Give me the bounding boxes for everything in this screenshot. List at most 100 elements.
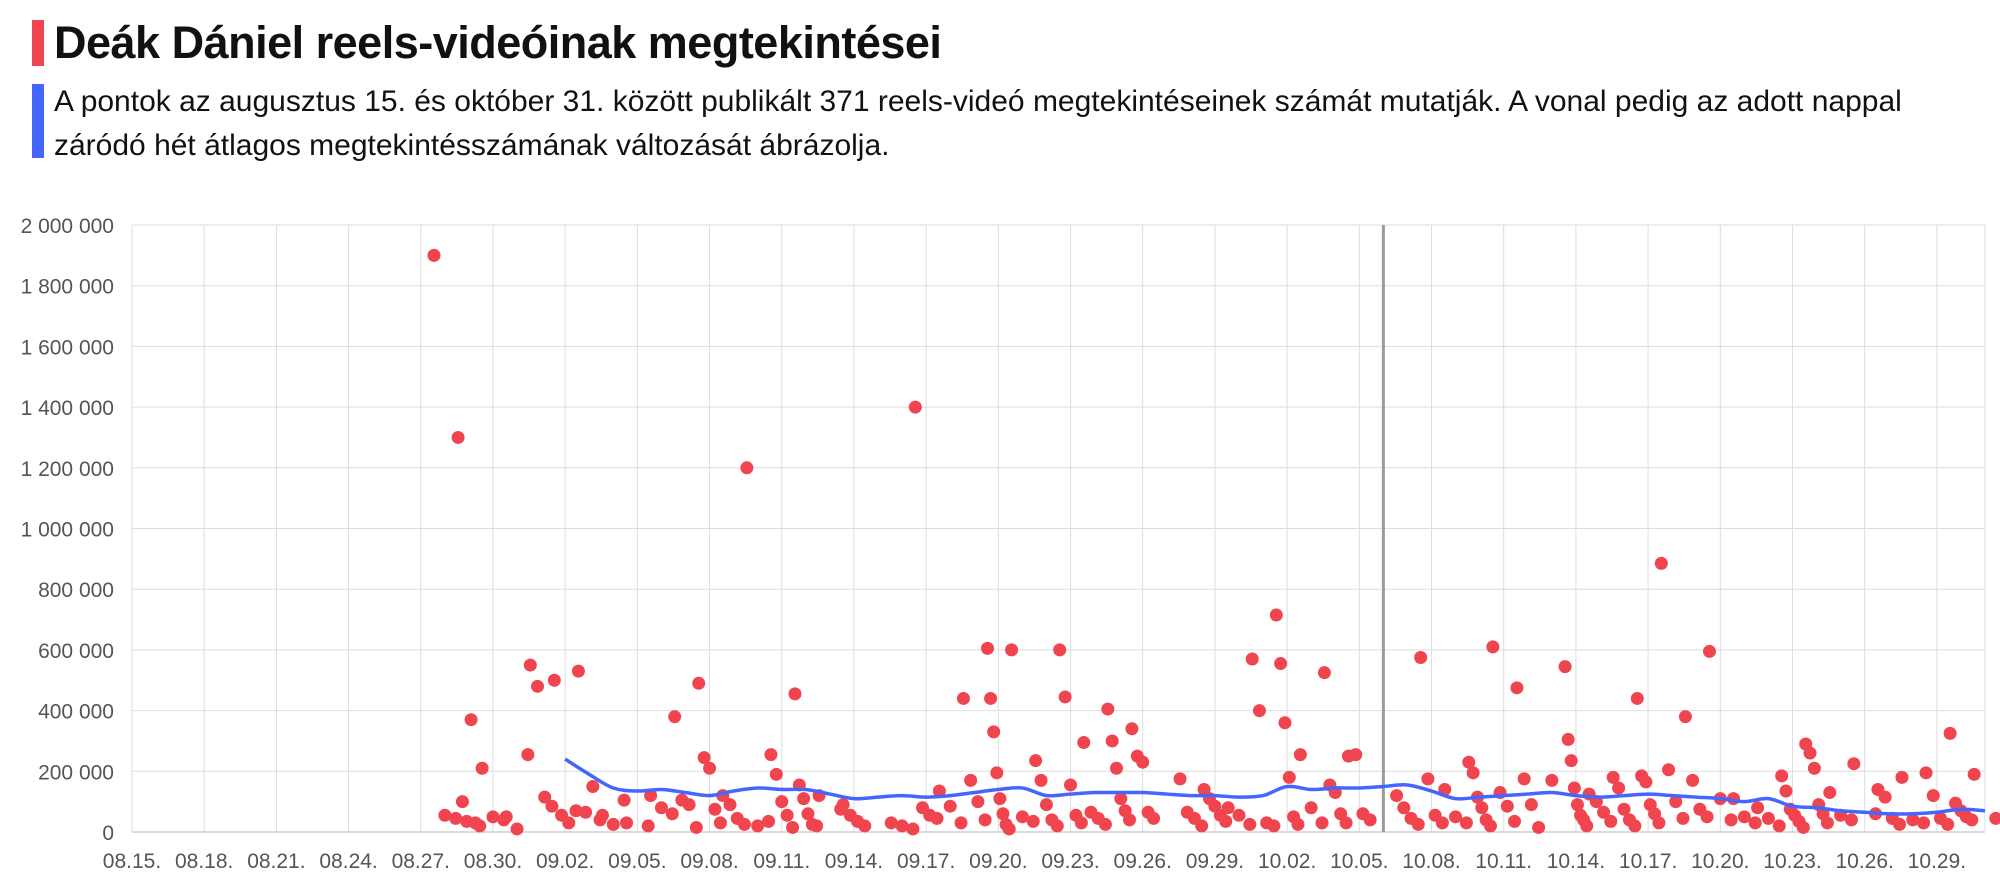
data-point bbox=[1652, 816, 1666, 830]
x-tick-label: 10.20. bbox=[1691, 850, 1749, 873]
data-point bbox=[769, 767, 783, 781]
data-point bbox=[1676, 811, 1690, 825]
data-point bbox=[723, 798, 737, 812]
data-point bbox=[1517, 772, 1531, 786]
data-point bbox=[956, 691, 970, 705]
x-tick-label: 09.02. bbox=[536, 850, 594, 873]
data-point bbox=[996, 807, 1010, 821]
data-point bbox=[1475, 801, 1489, 815]
y-tick-label: 800 000 bbox=[38, 579, 114, 602]
data-point bbox=[1039, 798, 1053, 812]
x-tick-label: 09.29. bbox=[1186, 850, 1244, 873]
data-point bbox=[1748, 816, 1762, 830]
data-point bbox=[1274, 657, 1288, 671]
data-point bbox=[1064, 778, 1078, 792]
data-point bbox=[1669, 795, 1683, 809]
x-tick-label: 08.27. bbox=[392, 850, 450, 873]
x-tick-label: 08.21. bbox=[247, 850, 305, 873]
data-point bbox=[473, 819, 487, 833]
data-point bbox=[1058, 690, 1072, 704]
data-point bbox=[740, 461, 754, 475]
data-point bbox=[1823, 786, 1837, 800]
y-tick-label: 1 400 000 bbox=[21, 397, 114, 420]
data-point bbox=[1803, 746, 1817, 760]
data-point bbox=[547, 673, 561, 687]
data-point bbox=[971, 795, 985, 809]
data-point bbox=[1109, 761, 1123, 775]
data-point bbox=[689, 820, 703, 834]
data-point bbox=[1597, 805, 1611, 819]
data-point bbox=[1114, 792, 1128, 806]
x-tick-label: 10.29. bbox=[1908, 850, 1966, 873]
data-point bbox=[449, 811, 463, 825]
data-point bbox=[932, 784, 946, 798]
data-point bbox=[1462, 755, 1476, 769]
data-point bbox=[1315, 816, 1329, 830]
data-point bbox=[1844, 813, 1858, 827]
data-point bbox=[538, 790, 552, 804]
data-point bbox=[1459, 816, 1473, 830]
data-point bbox=[455, 795, 469, 809]
data-point bbox=[1267, 819, 1281, 833]
x-tick-label: 09.14. bbox=[825, 850, 883, 873]
grid-lines bbox=[131, 224, 1986, 833]
x-tick-label: 09.20. bbox=[969, 850, 1027, 873]
data-point bbox=[1101, 702, 1115, 716]
data-point bbox=[1050, 819, 1064, 833]
x-tick-label: 10.08. bbox=[1402, 850, 1460, 873]
title-block: Deák Dániel reels-videóinak megtekintése… bbox=[32, 16, 942, 70]
data-point bbox=[1363, 813, 1377, 827]
y-tick-label: 1 200 000 bbox=[21, 458, 114, 481]
data-point bbox=[786, 820, 800, 834]
data-point bbox=[1775, 769, 1789, 783]
data-point bbox=[654, 801, 668, 815]
data-point bbox=[788, 687, 802, 701]
data-point bbox=[1761, 811, 1775, 825]
data-point bbox=[1737, 810, 1751, 824]
data-point bbox=[1232, 808, 1246, 822]
data-point bbox=[1195, 819, 1209, 833]
data-point bbox=[1967, 767, 1981, 781]
data-point bbox=[1630, 691, 1644, 705]
data-point bbox=[427, 248, 441, 262]
data-point bbox=[1221, 801, 1235, 815]
data-point bbox=[1686, 773, 1700, 787]
data-point bbox=[1700, 810, 1714, 824]
data-point bbox=[1965, 813, 1979, 827]
data-point bbox=[1570, 798, 1584, 812]
data-point bbox=[1252, 704, 1266, 718]
data-point bbox=[1293, 748, 1307, 762]
data-point bbox=[1919, 766, 1933, 780]
data-point bbox=[451, 430, 465, 444]
data-point bbox=[908, 400, 922, 414]
data-point bbox=[1339, 816, 1353, 830]
data-point bbox=[1053, 643, 1067, 657]
y-tick-label: 1 600 000 bbox=[21, 336, 114, 359]
data-point bbox=[1612, 781, 1626, 795]
data-point bbox=[978, 813, 992, 827]
data-points bbox=[427, 248, 2000, 836]
data-point bbox=[1390, 789, 1404, 803]
data-point bbox=[644, 789, 658, 803]
data-point bbox=[1628, 819, 1642, 833]
x-tick-label: 08.18. bbox=[175, 850, 233, 873]
data-point bbox=[523, 658, 537, 672]
data-point bbox=[1510, 681, 1524, 695]
data-point bbox=[1105, 734, 1119, 748]
data-point bbox=[665, 807, 679, 821]
x-tick-label: 10.23. bbox=[1763, 850, 1821, 873]
x-tick-label: 09.11. bbox=[753, 850, 810, 873]
x-tick-label: 10.14. bbox=[1547, 850, 1605, 873]
data-point bbox=[1486, 640, 1500, 654]
y-tick-label: 600 000 bbox=[38, 640, 114, 663]
x-tick-label: 09.17. bbox=[897, 850, 955, 873]
x-tick-label: 10.17. bbox=[1619, 850, 1677, 873]
data-point bbox=[586, 779, 600, 793]
data-point bbox=[1029, 754, 1043, 768]
data-point bbox=[464, 713, 478, 727]
data-point bbox=[964, 773, 978, 787]
data-point bbox=[530, 679, 544, 693]
data-point bbox=[1002, 822, 1016, 836]
data-point bbox=[1098, 817, 1112, 831]
data-point bbox=[906, 822, 920, 836]
